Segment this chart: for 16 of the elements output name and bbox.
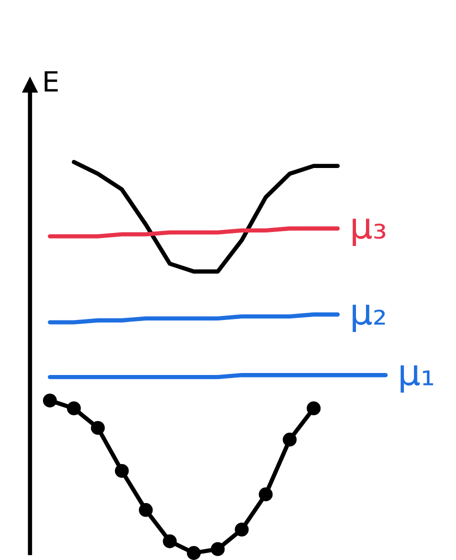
series-label: μ₁ [400, 365, 434, 393]
point [114, 464, 129, 478]
point [42, 394, 57, 408]
point [138, 503, 153, 517]
point [234, 522, 249, 536]
series-label: μ₃ [352, 218, 386, 246]
point [282, 432, 297, 447]
point [186, 546, 201, 560]
y-axis-title: E [44, 71, 58, 92]
point [258, 487, 273, 502]
point [306, 401, 321, 416]
series-label: μ₂ [352, 304, 385, 332]
point [210, 542, 225, 556]
point [162, 534, 177, 548]
point [66, 401, 81, 416]
point [90, 420, 105, 435]
